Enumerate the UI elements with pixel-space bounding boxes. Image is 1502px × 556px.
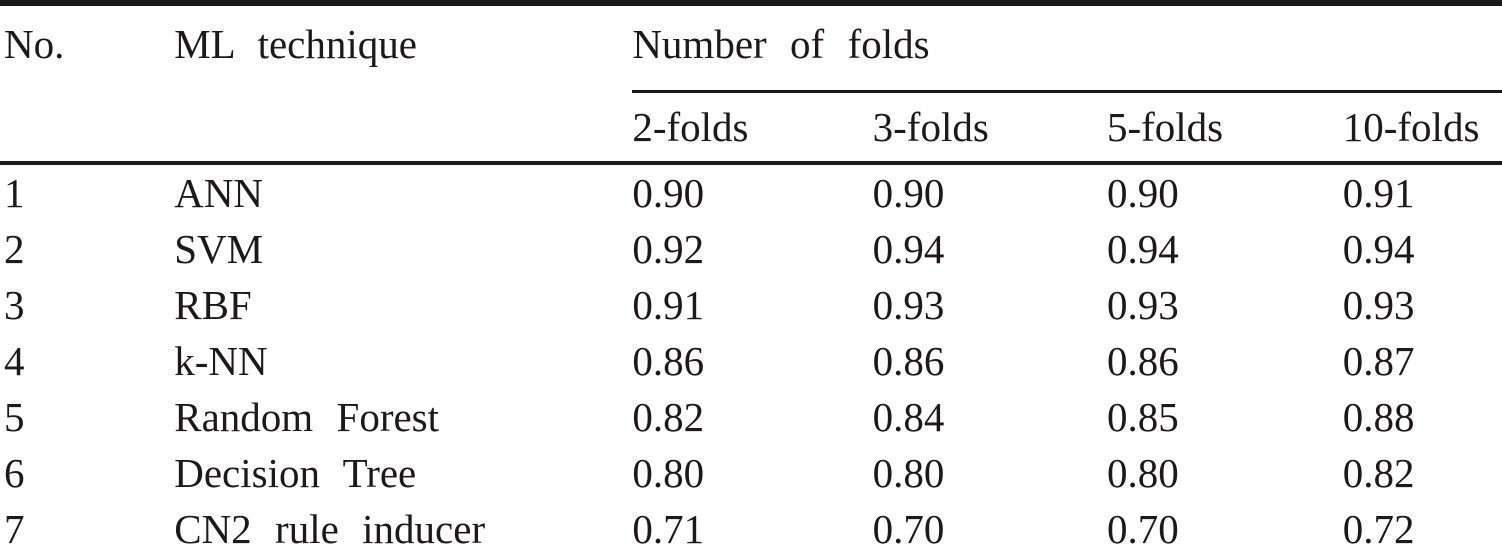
cell-technique: Decision Tree [174, 450, 417, 496]
column-header-10-folds: 10-folds [1342, 91, 1502, 165]
table-row: 6 Decision Tree 0.80 0.80 0.80 0.82 [0, 445, 1502, 501]
cell-value-5folds: 0.70 [1106, 506, 1179, 552]
cell-no: 1 [4, 170, 25, 216]
cell-value-10folds: 0.82 [1342, 450, 1415, 496]
cell-value-3folds: 0.90 [872, 170, 945, 216]
cell-value-5folds: 0.80 [1106, 450, 1179, 496]
cell-no: 5 [4, 394, 25, 440]
cell-technique: Random Forest [174, 394, 440, 440]
cell-no: 2 [4, 226, 25, 272]
column-header-no: No. [0, 3, 175, 165]
cell-no: 7 [4, 506, 25, 552]
column-header-5-folds: 5-folds [1106, 91, 1343, 165]
cell-value-2folds: 0.71 [632, 506, 705, 552]
cell-value-3folds: 0.86 [872, 338, 945, 384]
table-row: 4 k-NN 0.86 0.86 0.86 0.87 [0, 333, 1502, 389]
cell-value-10folds: 0.91 [1342, 170, 1415, 216]
cell-value-2folds: 0.90 [632, 170, 705, 216]
cell-value-2folds: 0.82 [632, 394, 705, 440]
cell-technique: CN2 rule inducer [174, 506, 486, 552]
column-header-ml-technique: ML technique [174, 3, 633, 165]
column-group-header-number-of-folds: Number of folds [632, 3, 1502, 93]
table-row: 3 RBF 0.91 0.93 0.93 0.93 [0, 277, 1502, 333]
column-header-2-folds: 2-folds [632, 91, 873, 165]
cell-value-10folds: 0.87 [1342, 338, 1415, 384]
cell-technique: SVM [174, 226, 264, 272]
table-row: 5 Random Forest 0.82 0.84 0.85 0.88 [0, 389, 1502, 445]
cell-value-10folds: 0.72 [1342, 506, 1415, 552]
cell-value-3folds: 0.93 [872, 282, 945, 328]
cell-value-5folds: 0.93 [1106, 282, 1179, 328]
cell-value-5folds: 0.90 [1106, 170, 1179, 216]
table-row: 1 ANN 0.90 0.90 0.90 0.91 [0, 163, 1502, 221]
cell-value-10folds: 0.88 [1342, 394, 1415, 440]
cell-no: 3 [4, 282, 25, 328]
cell-value-10folds: 0.93 [1342, 282, 1415, 328]
cell-technique: ANN [174, 170, 264, 216]
cell-technique: RBF [174, 282, 252, 328]
cell-value-10folds: 0.94 [1342, 226, 1415, 272]
header-row-folds: 2-folds 3-folds 5-folds 10-folds [0, 91, 1502, 165]
table-row: 2 SVM 0.92 0.94 0.94 0.94 [0, 221, 1502, 277]
table-row: 7 CN2 rule inducer 0.71 0.70 0.70 0.72 [0, 501, 1502, 556]
cell-value-3folds: 0.80 [872, 450, 945, 496]
cell-no: 4 [4, 338, 25, 384]
cell-value-3folds: 0.84 [872, 394, 945, 440]
column-header-3-folds: 3-folds [872, 91, 1107, 165]
cell-technique: k-NN [174, 338, 268, 384]
cell-value-5folds: 0.94 [1106, 226, 1179, 272]
cell-no: 6 [4, 450, 25, 496]
cell-value-5folds: 0.85 [1106, 394, 1179, 440]
cell-value-2folds: 0.91 [632, 282, 705, 328]
cell-value-3folds: 0.94 [872, 226, 945, 272]
cell-value-3folds: 0.70 [872, 506, 945, 552]
cell-value-5folds: 0.86 [1106, 338, 1179, 384]
header-row-group: No. ML technique Number of folds [0, 3, 1502, 165]
cell-value-2folds: 0.92 [632, 226, 705, 272]
cell-value-2folds: 0.80 [632, 450, 705, 496]
cell-value-2folds: 0.86 [632, 338, 705, 384]
